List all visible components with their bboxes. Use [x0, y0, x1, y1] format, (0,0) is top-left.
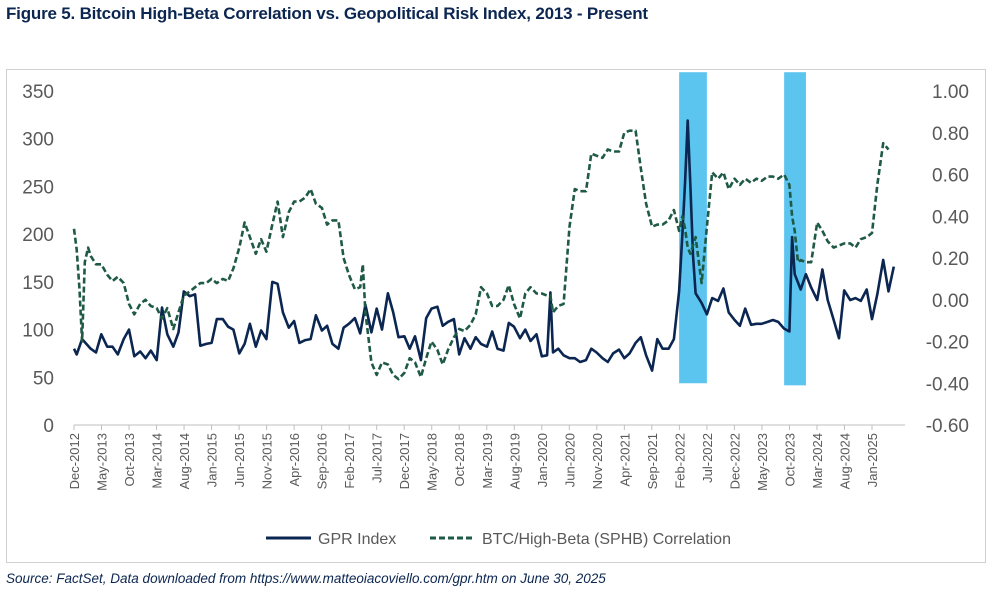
x-tick-label: Dec-2022: [727, 433, 742, 489]
y-left-tick-label: 0: [43, 416, 54, 437]
x-tick-label: Oct-2018: [452, 433, 467, 486]
chart-frame: 0 50 100 150 200 250 300 350 -0.60 -0.40 -0.20 0.00…: [6, 69, 986, 563]
source-note: Source: FactSet, Data downloaded from ht…: [6, 571, 606, 586]
x-tick-label: May-2018: [425, 433, 440, 491]
x-tick-label: Feb-2017: [342, 433, 357, 489]
x-tick-label: Nov-2015: [260, 433, 275, 489]
x-tick-label: Aug-2024: [837, 433, 852, 489]
x-tick-label: Jan-2025: [865, 433, 880, 487]
x-tick-label: Mar-2014: [150, 433, 165, 489]
x-tick-label: Mar-2024: [810, 433, 825, 489]
y-right-tick-label: 0.80: [932, 124, 969, 145]
correlation-line: [72, 129, 890, 381]
x-tick-label: Sep-2021: [645, 433, 660, 489]
y-left-tick-label: 300: [22, 130, 54, 151]
axes: 0 50 100 150 200 250 300 350 -0.60 -0.40 -0.20 0.00…: [22, 82, 969, 491]
x-tick-label: Jun-2015: [232, 433, 247, 487]
x-tick-label: Apr-2016: [287, 433, 302, 486]
x-tick-label: Feb-2022: [672, 433, 687, 489]
y-left-tick-label: 350: [22, 82, 54, 103]
y-right-tick-label: 0.00: [932, 291, 969, 312]
x-tick-label: Oct-2023: [782, 433, 797, 486]
legend: GPR Index BTC/High-Beta (SPHB) Correlatio…: [266, 531, 731, 548]
gpr-index-line: [72, 119, 896, 372]
x-tick-label: Jun-2020: [562, 433, 577, 487]
y-right-tick-label: -0.40: [926, 374, 969, 395]
chart: 0 50 100 150 200 250 300 350 -0.60 -0.40 -0.20 0.00…: [22, 72, 969, 548]
y-left-tick-label: 150: [22, 273, 54, 294]
y-left-tick-label: 200: [22, 225, 54, 246]
x-tick-label: Dec-2017: [397, 433, 412, 489]
x-tick-label: Sep-2016: [315, 433, 330, 489]
x-tick-label: Apr-2021: [617, 433, 632, 486]
x-tick-label: Dec-2012: [67, 433, 82, 489]
highlight-bands: [679, 72, 806, 386]
y-right-tick-label: 0.40: [932, 207, 969, 228]
y-right-tick-label: 0.20: [932, 249, 969, 270]
figure-title: Figure 5. Bitcoin High-Beta Correlation …: [6, 4, 648, 23]
x-tick-label: May-2013: [95, 433, 110, 491]
x-tick-label: Jul-2022: [700, 433, 715, 483]
x-tick-label: Jul-2017: [370, 433, 385, 483]
x-tick-label: Mar-2019: [480, 433, 495, 489]
x-tick-label: Aug-2014: [177, 433, 192, 489]
x-tick-label: Jan-2015: [205, 433, 220, 487]
y-left-tick-label: 250: [22, 177, 54, 198]
y-left-tick-label: 100: [22, 321, 54, 342]
series-lines: [72, 119, 896, 381]
x-tick-label: Jan-2020: [535, 433, 550, 487]
legend-label-correlation: BTC/High-Beta (SPHB) Correlation: [482, 531, 731, 548]
y-right-tick-label: -0.20: [926, 333, 969, 354]
x-tick-label: Oct-2013: [122, 433, 137, 486]
y-left-tick-label: 50: [33, 368, 54, 389]
legend-label-gpr: GPR Index: [318, 531, 396, 548]
x-tick-label: May-2023: [755, 433, 770, 491]
x-tick-label: Aug-2019: [507, 433, 522, 489]
y-right-tick-label: -0.60: [926, 416, 969, 437]
x-tick-label: Nov-2020: [590, 433, 605, 489]
y-right-tick-label: 0.60: [932, 166, 969, 187]
y-right-tick-label: 1.00: [932, 82, 969, 103]
